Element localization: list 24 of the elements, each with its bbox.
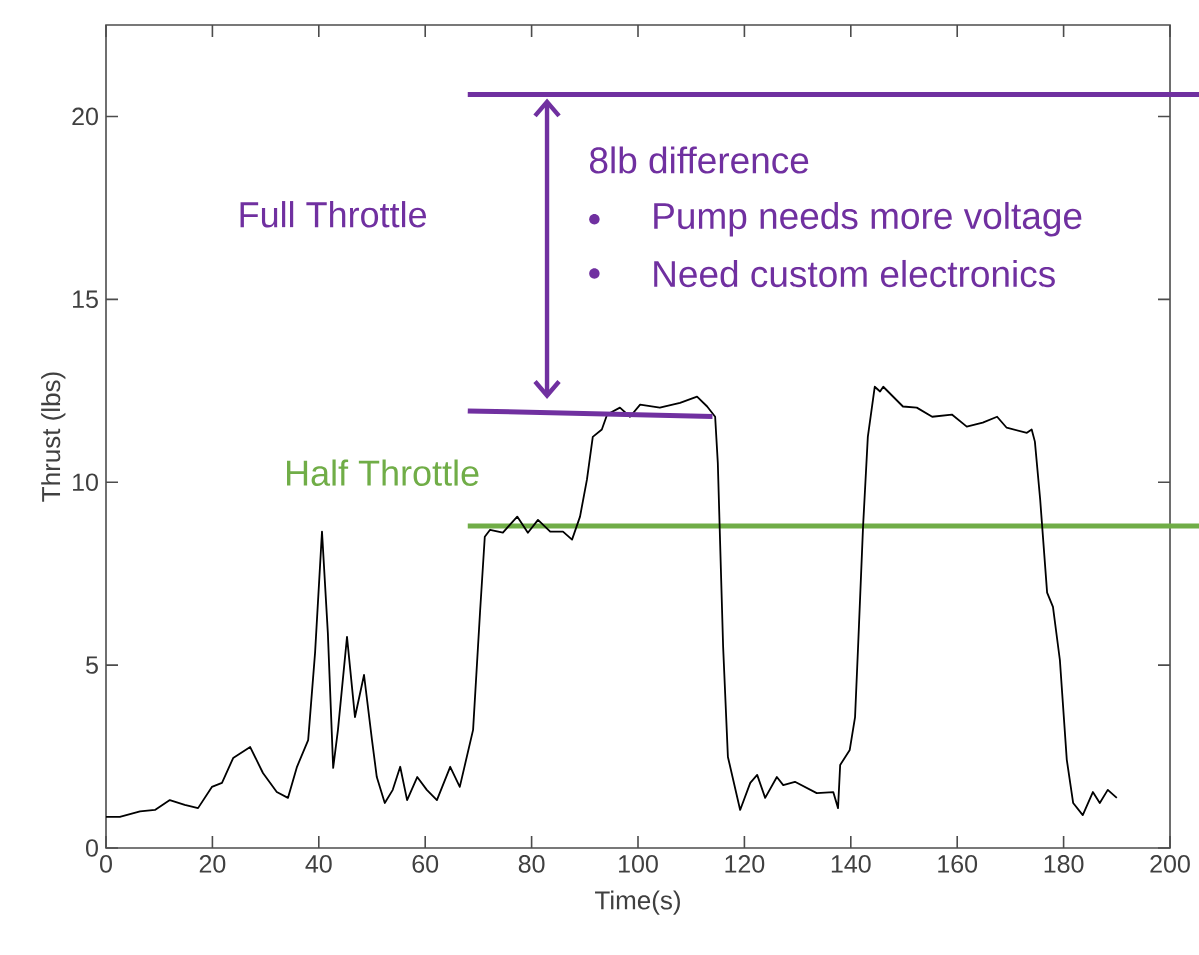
x-tick-label: 160 [938,855,978,873]
x-tick-label: 180 [1044,855,1084,873]
x-axis-title: Time(s) [595,890,680,915]
x-tick-label: 0 [100,855,112,873]
ref-line-label: Full Throttle [240,201,427,228]
line-series [105,385,1118,818]
annotation: Pump needs more voltage [654,201,1082,237]
x-tick-label: 120 [725,855,765,873]
y-axis-title: Thrust (lbs) [41,372,66,502]
x-tick-label: 20 [199,855,226,873]
y-tick-label: 0 [86,839,98,857]
y-tick-label: 20 [72,107,98,126]
y-tick-label: 10 [73,473,98,492]
annotation: Need custom electronics [654,259,1055,288]
x-tick-label: 80 [518,855,545,873]
x-tick-label: 140 [831,855,871,873]
x-tick-label: 200 [1150,855,1190,873]
y-tick-label: 5 [86,656,98,674]
annotation: 8lb difference [590,146,809,174]
x-tick-label: 60 [412,855,439,873]
x-tick-label: 40 [305,855,332,873]
y-tick-label: 15 [73,290,98,309]
x-tick-label: 100 [619,855,658,873]
ref-line-label: Half Throttle [287,459,479,486]
